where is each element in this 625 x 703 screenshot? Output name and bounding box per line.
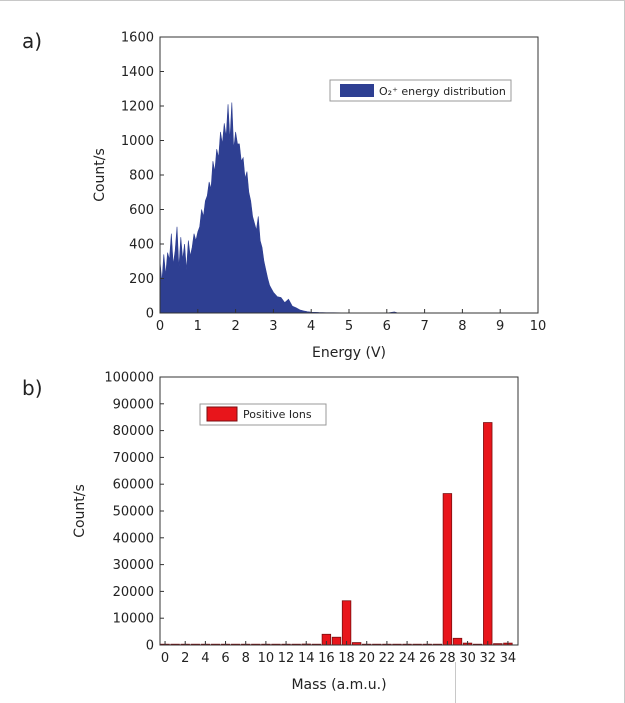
y-tick-label-b: 0 — [146, 639, 154, 654]
x-tick-label-b: 16 — [318, 651, 335, 666]
y-tick-label-b: 40000 — [113, 531, 154, 546]
y-tick-label-a: 1400 — [121, 65, 154, 80]
x-tick-label-a: 8 — [458, 319, 466, 334]
frame-top-border — [0, 0, 625, 1]
legend-swatch-a — [340, 84, 374, 97]
x-tick-label-b: 6 — [221, 651, 229, 666]
x-tick-label-b: 28 — [439, 651, 456, 666]
x-tick-label-b: 24 — [399, 651, 416, 666]
frame-bottom-divider — [455, 662, 456, 703]
y-tick-label-b: 10000 — [113, 612, 154, 627]
y-tick-label-a: 200 — [129, 272, 154, 287]
y-tick-label-a: 600 — [129, 203, 154, 218]
panel-label-b: b) — [22, 376, 43, 400]
legend-b: Positive Ions — [199, 403, 327, 426]
y-tick-label-a: 1000 — [121, 134, 154, 149]
chart-a: a) 0 1 2 3 4 5 6 7 8 9 10 0 200 400 600 800 1000 1200 140… — [22, 29, 546, 360]
x-tick-label-b: 34 — [500, 651, 517, 666]
y-axis-title-a: Count/s — [92, 148, 108, 202]
legend-a: O₂⁺ energy distribution — [329, 79, 512, 102]
y-tick-label-b: 50000 — [113, 505, 154, 520]
x-tick-label-b: 20 — [358, 651, 375, 666]
bar-mass-28 — [442, 493, 453, 646]
x-tick-label-a: 2 — [231, 319, 239, 334]
y-tick-label-b: 90000 — [113, 397, 154, 412]
x-tick-label-b: 26 — [419, 651, 436, 666]
area-series-a-path — [159, 102, 538, 314]
x-tick-label-b: 8 — [242, 651, 250, 666]
area-series-a — [159, 102, 538, 314]
x-tick-label-a: 4 — [307, 319, 315, 334]
panel-label-a: a) — [22, 29, 42, 53]
y-axis-title-b: Count/s — [72, 484, 88, 538]
y-tick-label-b: 60000 — [113, 478, 154, 493]
x-tick-label-b: 22 — [379, 651, 396, 666]
legend-box-a — [329, 79, 512, 102]
y-tick-label-a: 400 — [129, 238, 154, 253]
x-tick-label-b: 2 — [181, 651, 189, 666]
x-tick-label-a: 3 — [269, 319, 277, 334]
y-tick-label-a: 0 — [146, 307, 154, 322]
y-axis-ticks-a: 0 200 400 600 800 1000 1200 1400 1600 — [121, 31, 164, 322]
x-tick-label-b: 12 — [278, 651, 295, 666]
x-axis-title-a: Energy (V) — [312, 345, 386, 360]
legend-swatch-b — [206, 406, 238, 422]
y-tick-label-b: 80000 — [113, 424, 154, 439]
x-tick-label-b: 18 — [338, 651, 355, 666]
legend-label-b: Positive Ions — [243, 408, 312, 421]
y-tick-label-b: 30000 — [113, 558, 154, 573]
x-tick-label-b: 14 — [298, 651, 315, 666]
chart-b: b) 0 2 4 6 8 10 12 14 16 18 20 22 24 26 28 30 32 34 01000… — [22, 371, 519, 693]
x-tick-label-a: 9 — [496, 319, 504, 334]
legend-label-a: O₂⁺ energy distribution — [379, 85, 506, 98]
bar-mass-18 — [341, 600, 352, 646]
y-tick-label-b: 100000 — [104, 371, 154, 386]
bar-series-b — [160, 422, 513, 646]
x-tick-label-a: 6 — [383, 319, 391, 334]
y-tick-label-b: 20000 — [113, 585, 154, 600]
bar-mass-32 — [483, 422, 493, 646]
x-axis-ticks-a: 0 1 2 3 4 5 6 7 8 9 10 — [156, 309, 546, 334]
x-tick-label-b: 30 — [459, 651, 476, 666]
y-tick-label-a: 1200 — [121, 100, 154, 115]
x-tick-label-b: 32 — [479, 651, 496, 666]
y-tick-label-b: 70000 — [113, 451, 154, 466]
bar-mass-29 — [452, 637, 463, 646]
x-tick-label-a: 1 — [194, 319, 202, 334]
y-axis-ticks-b: 0 10000 20000 30000 40000 50000 60000 70000 8000… — [104, 371, 164, 654]
bar-mass-17 — [331, 636, 342, 646]
y-tick-label-a: 800 — [129, 169, 154, 184]
y-tick-label-a: 1600 — [121, 31, 154, 46]
x-axis-ticks-b: 0 2 4 6 8 10 12 14 16 18 20 22 24 26 28 30 32 34 — [161, 641, 516, 666]
x-tick-label-a: 0 — [156, 319, 164, 334]
x-tick-label-a: 7 — [420, 319, 428, 334]
x-tick-label-a: 5 — [345, 319, 353, 334]
x-tick-label-b: 0 — [161, 651, 169, 666]
x-tick-label-b: 4 — [201, 651, 209, 666]
x-tick-label-b: 10 — [258, 651, 275, 666]
x-axis-title-b: Mass (a.m.u.) — [291, 677, 386, 693]
x-tick-label-a: 10 — [530, 319, 547, 334]
